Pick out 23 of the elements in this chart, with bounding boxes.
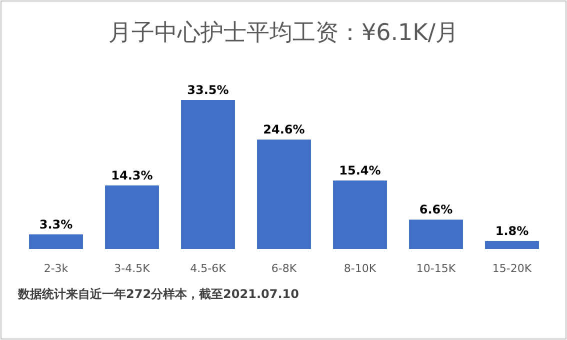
data-label: 1.8% — [495, 224, 529, 238]
chart-title: 月子中心护士平均工资：¥6.1K/月 — [108, 20, 459, 46]
data-label: 24.6% — [263, 122, 305, 137]
bar — [29, 234, 83, 249]
x-tick-label: 2-3k — [44, 262, 69, 275]
x-tick-label: 8-10K — [344, 262, 377, 275]
bar — [181, 100, 235, 249]
data-label: 6.6% — [419, 202, 453, 217]
bar — [257, 140, 311, 249]
x-tick-label: 3-4.5K — [114, 262, 151, 275]
x-tick-label: 4.5-6K — [190, 262, 227, 275]
data-label: 14.3% — [111, 168, 153, 182]
data-label: 15.4% — [339, 164, 381, 178]
x-tick-label: 6-8K — [271, 262, 298, 275]
text: 数据统计来自近一年272分样本，截至2021.07.10 — [17, 287, 299, 301]
x-tick-label: 10-15K — [416, 262, 456, 275]
data-label: 33.5% — [187, 83, 229, 97]
bar — [105, 185, 159, 249]
data-label: 3.3% — [39, 217, 73, 232]
bar — [409, 220, 463, 249]
bar — [485, 240, 539, 249]
bar — [333, 180, 387, 249]
x-tick-label: 15-20K — [492, 262, 532, 275]
